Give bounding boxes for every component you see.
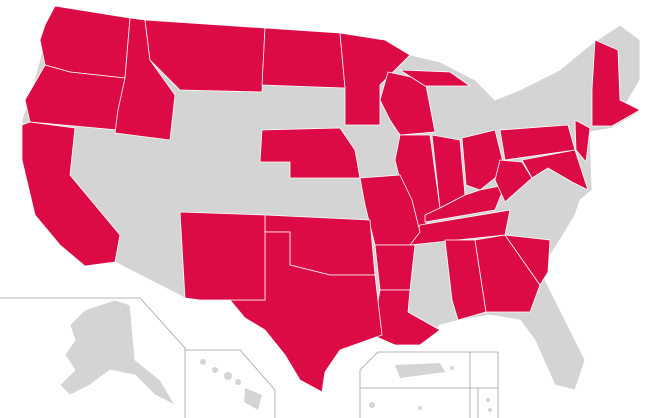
state-KY bbox=[424, 184, 506, 223]
territory-islands bbox=[369, 366, 492, 412]
state-NM bbox=[179, 211, 266, 301]
state-ND bbox=[261, 27, 346, 89]
state-CA bbox=[21, 121, 121, 267]
state-MO bbox=[359, 174, 421, 246]
territories-inset-frame bbox=[359, 351, 499, 418]
state-AK bbox=[59, 299, 176, 406]
state-OH bbox=[461, 129, 506, 191]
state-AL bbox=[444, 239, 487, 321]
state-WV bbox=[494, 159, 533, 203]
state-MT bbox=[144, 19, 266, 93]
alaska-inset-frame bbox=[0, 297, 186, 418]
state-NE bbox=[259, 127, 361, 179]
state-TX bbox=[229, 231, 383, 393]
state-MD bbox=[521, 149, 589, 191]
state-MI_UP bbox=[399, 69, 471, 87]
state-HI bbox=[200, 359, 262, 410]
hawaii-inset-frame bbox=[185, 349, 276, 418]
state-NE_ENG bbox=[591, 39, 641, 127]
state-NJ bbox=[574, 119, 591, 163]
territory-PR bbox=[395, 363, 445, 378]
state-AR bbox=[374, 244, 416, 291]
state-SC bbox=[504, 234, 551, 286]
state-MN bbox=[339, 32, 411, 126]
state-GA bbox=[474, 234, 541, 313]
